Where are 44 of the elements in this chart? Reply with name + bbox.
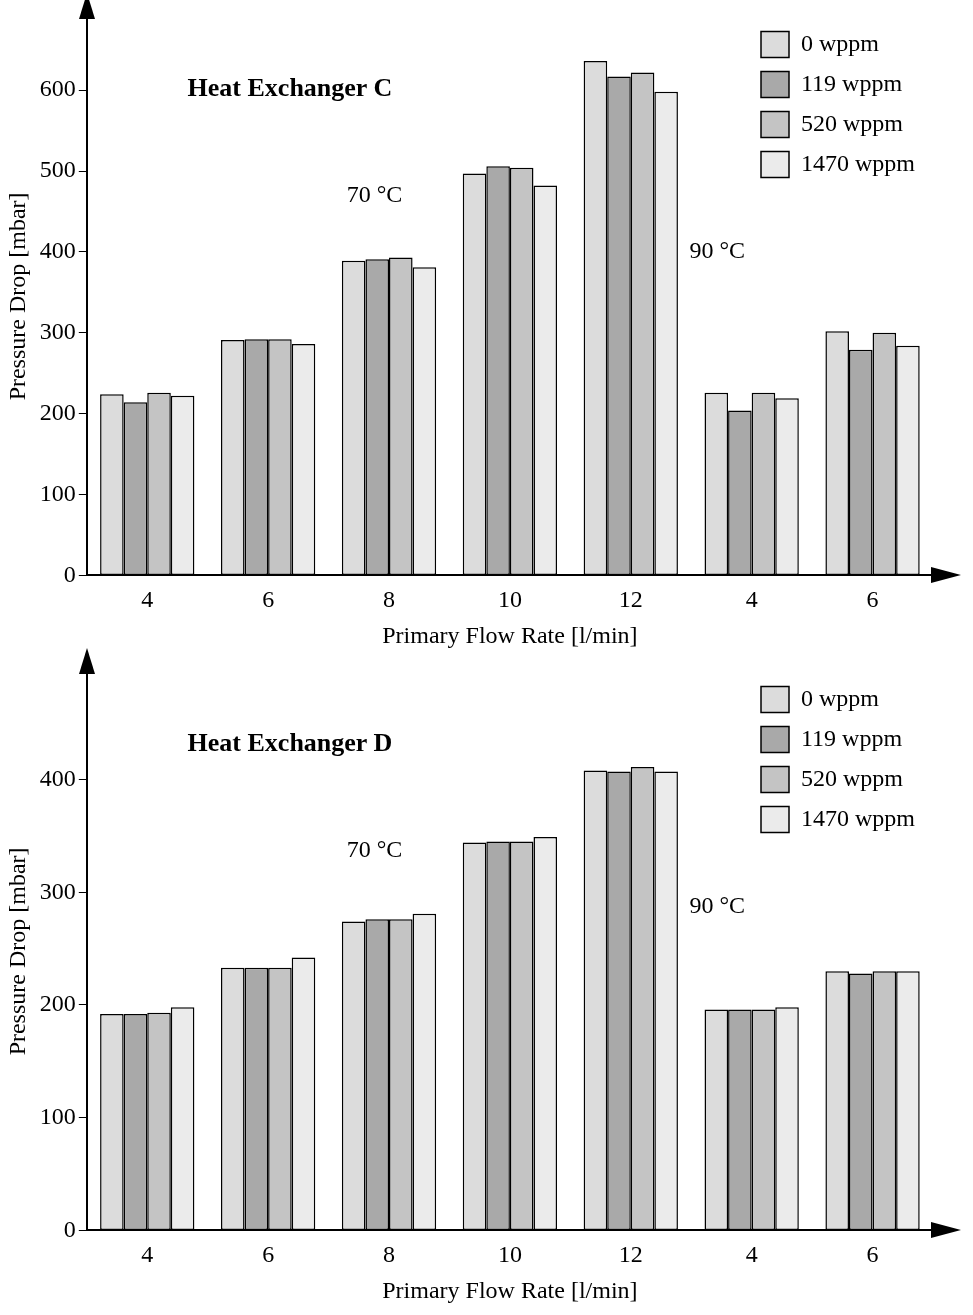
annotation: 90 °C <box>689 892 746 919</box>
x-tick-label: 4 <box>141 1241 154 1268</box>
y-tick-label: 200 <box>39 398 76 425</box>
y-tick-label: 400 <box>39 764 76 791</box>
x-tick-label: 8 <box>383 1241 396 1268</box>
y-tick-label: 0 <box>63 560 76 587</box>
legend-label: 520 wppm <box>801 109 904 136</box>
x-tick-label: 6 <box>866 586 879 613</box>
y-tick-label: 600 <box>39 75 76 102</box>
annotation: 90 °C <box>689 237 746 264</box>
legend-label: 0 wppm <box>801 684 880 711</box>
x-tick-label: 6 <box>262 1241 275 1268</box>
legend-label: 1470 wppm <box>801 149 916 176</box>
y-tick-label: 500 <box>39 156 76 183</box>
y-axis-title: Pressure Drop [mbar] <box>3 192 30 401</box>
x-tick-label: 12 <box>618 1241 643 1268</box>
legend-label: 0 wppm <box>801 29 880 56</box>
legend-label: 520 wppm <box>801 764 904 791</box>
y-tick-label: 200 <box>39 990 76 1017</box>
text: Heat Exchanger C <box>187 73 393 103</box>
legend-label: 119 wppm <box>801 724 903 751</box>
x-tick-label: 10 <box>497 1241 522 1268</box>
x-tick-label: 10 <box>497 586 522 613</box>
annotation: 70 °C <box>346 836 403 863</box>
y-tick-label: 300 <box>39 318 76 345</box>
y-tick-label: 300 <box>39 877 76 904</box>
y-axis-title: Pressure Drop [mbar] <box>3 847 30 1056</box>
x-tick-label: 4 <box>745 586 758 613</box>
x-tick-label: 6 <box>262 586 275 613</box>
x-tick-label: 4 <box>141 586 154 613</box>
y-tick-label: 400 <box>39 237 76 264</box>
y-tick-label: 0 <box>63 1215 76 1242</box>
y-tick-label: 100 <box>39 479 76 506</box>
legend-label: 1470 wppm <box>801 804 916 831</box>
text: Heat Exchanger D <box>187 728 393 758</box>
x-tick-label: 4 <box>745 1241 758 1268</box>
x-tick-label: 6 <box>866 1241 879 1268</box>
y-tick-label: 100 <box>39 1102 76 1129</box>
legend-label: 119 wppm <box>801 69 903 96</box>
annotation: 70 °C <box>346 181 403 208</box>
x-tick-label: 12 <box>618 586 643 613</box>
x-axis-title: Primary Flow Rate [l/min] <box>382 1276 638 1303</box>
x-axis-title: Primary Flow Rate [l/min] <box>382 621 638 648</box>
x-tick-label: 8 <box>383 586 396 613</box>
